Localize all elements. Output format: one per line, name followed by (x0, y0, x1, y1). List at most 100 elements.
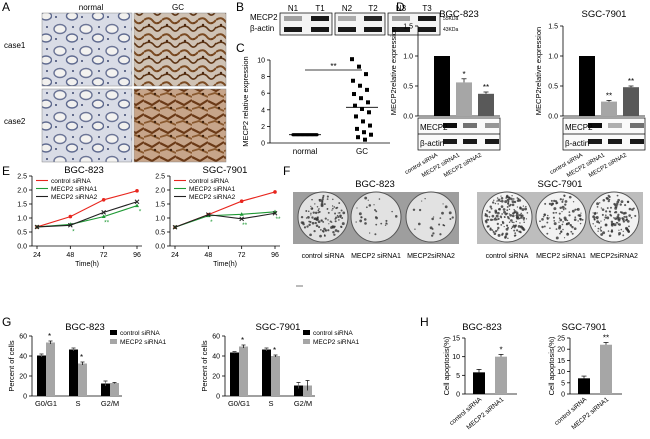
colony-dot (508, 213, 510, 215)
colony-dot (568, 211, 571, 213)
colony-dot (627, 230, 630, 233)
colony-dot (524, 207, 528, 211)
colony-dot (338, 202, 341, 204)
colony-dot (442, 203, 444, 205)
panel-a-row-case1: case1 (4, 41, 26, 50)
colony-dot (615, 202, 619, 206)
colony-dot (311, 216, 314, 219)
legend-swatch (110, 330, 117, 335)
y-tick-label: 5 (561, 380, 565, 387)
colony-dot (484, 212, 487, 215)
colony-dot (520, 216, 523, 219)
chart-title: SGC-7901 (256, 322, 301, 333)
colony-dot (609, 206, 612, 209)
colony-dot (576, 207, 580, 211)
colony-dot (609, 210, 612, 213)
data-point (366, 100, 370, 105)
colony-dot (594, 225, 596, 227)
blot-label-mecp2: MECP2 (420, 123, 448, 132)
colony-dot (497, 233, 501, 237)
colony-dot (313, 229, 316, 233)
colony-dot (511, 225, 514, 229)
colony-dot (494, 230, 498, 233)
colony-dot (559, 218, 563, 222)
colony-dot (618, 223, 621, 226)
colony-dot (552, 211, 555, 214)
colony-dot (496, 222, 499, 225)
colony-dot (332, 198, 334, 201)
bar (495, 356, 507, 394)
y-tick-label: 0.5 (403, 84, 413, 91)
colony-dot (493, 232, 497, 235)
significance-label: * (273, 346, 276, 355)
colony-dot (546, 232, 549, 235)
colony-dot (367, 199, 369, 201)
colony-dot (550, 204, 553, 207)
colony-dot (597, 227, 600, 230)
colony-dot (626, 220, 630, 223)
colony-dot (511, 214, 515, 218)
y-tick-label: 0 (216, 394, 220, 401)
colony-dot (519, 222, 521, 224)
lane-n1: N1 (288, 4, 299, 13)
colony-dot (571, 209, 575, 213)
colony-dot (565, 223, 568, 225)
colony-dot (496, 197, 499, 199)
colony-dot (543, 213, 546, 216)
colony-dot (546, 214, 549, 217)
legend-label: control siRNA (313, 330, 353, 337)
colony-dot (360, 216, 363, 219)
colony-dot (330, 226, 333, 229)
colony-dot (380, 222, 383, 225)
legend-label: MECP2 siRNA1 (51, 186, 98, 193)
colony-dot (314, 211, 318, 215)
panel-b-blot: MECP2 β-actin N1 T1 N2 T2 N3 T3 55KDa 43… (250, 4, 459, 36)
colony-dot (599, 202, 601, 204)
colony-dot (508, 208, 511, 211)
colony-dot (308, 223, 311, 227)
colony-dot (417, 222, 421, 226)
colony-dot (300, 215, 304, 219)
panel-letter-a: A (2, 0, 10, 14)
y-tick-label: 1.5 (548, 24, 558, 31)
colony-dot (578, 214, 582, 217)
colony-dot (617, 218, 621, 222)
colony-dot (309, 220, 312, 224)
colony-dot (311, 207, 314, 209)
panel-a-col-gc: GC (172, 3, 184, 12)
colony-dot (424, 197, 426, 200)
colony-dot (332, 231, 335, 234)
y-tick-label: 1.5 (155, 202, 165, 209)
colony-dot (596, 220, 600, 224)
bar (294, 385, 303, 396)
colony-dot (494, 217, 497, 219)
significance-label: * (80, 353, 83, 362)
chart-title: SGC-7901 (582, 9, 627, 20)
colony-dot (623, 215, 626, 218)
colony-dot (573, 227, 577, 231)
colony-dot (336, 206, 339, 209)
colony-dot (608, 198, 611, 201)
colony-dot (600, 229, 603, 232)
colony-dot (491, 214, 495, 218)
colony-dot (509, 213, 513, 217)
band-actin (608, 139, 622, 144)
band-mecp2 (588, 123, 602, 128)
colony-dot (489, 227, 492, 230)
plate-label: MECP2 siRNA1 (536, 253, 586, 260)
y-tick-label: 20 (212, 374, 220, 381)
data-point (358, 83, 362, 88)
blot-label-actin: β-actin (565, 139, 589, 148)
blot-label-mecp2: MECP2 (250, 13, 278, 22)
colony-dot (324, 234, 326, 237)
y-tick-label: 0.0 (403, 114, 413, 121)
bar (110, 383, 119, 396)
colony-dot (365, 206, 368, 209)
colony-dot (314, 221, 317, 225)
colony-dot (444, 205, 448, 209)
series-marker (101, 214, 106, 218)
data-point (350, 57, 354, 62)
